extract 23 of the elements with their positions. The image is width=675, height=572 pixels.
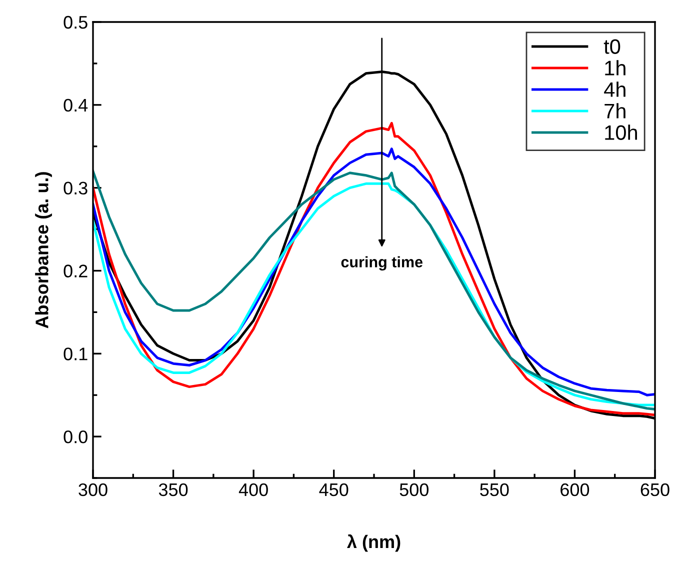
legend-label: 4h [604, 82, 626, 97]
legend-label: 1h [605, 60, 626, 76]
y-tick-label: 0.4 [64, 98, 88, 112]
x-tick-label: 350 [158, 483, 188, 496]
legend-label: 10h [605, 124, 637, 140]
x-tick-label: 600 [560, 483, 590, 496]
legend-label: t0 [604, 39, 620, 54]
line-series [93, 122, 655, 416]
y-tick-label: 0.5 [64, 16, 88, 29]
x-tick-label: 550 [480, 483, 509, 496]
legend-label: 7h [604, 103, 626, 118]
y-tick-label: 0.2 [64, 264, 88, 278]
y-tick-label: 0.1 [64, 348, 88, 360]
x-tick-label: 500 [400, 483, 428, 496]
x-tick-label: 400 [238, 483, 268, 496]
x-tick-label: 300 [78, 483, 108, 496]
text: 0.0 [64, 430, 88, 444]
x-axis-title: λ (nm) [346, 534, 400, 552]
y-tick-label: 0.3 [64, 182, 88, 195]
y-axis-title: Absorbance (a. u.) [35, 172, 52, 328]
annotation: curing time [341, 256, 423, 271]
x-tick-label: 450 [319, 483, 348, 496]
x-tick-label: 650 [640, 483, 670, 496]
